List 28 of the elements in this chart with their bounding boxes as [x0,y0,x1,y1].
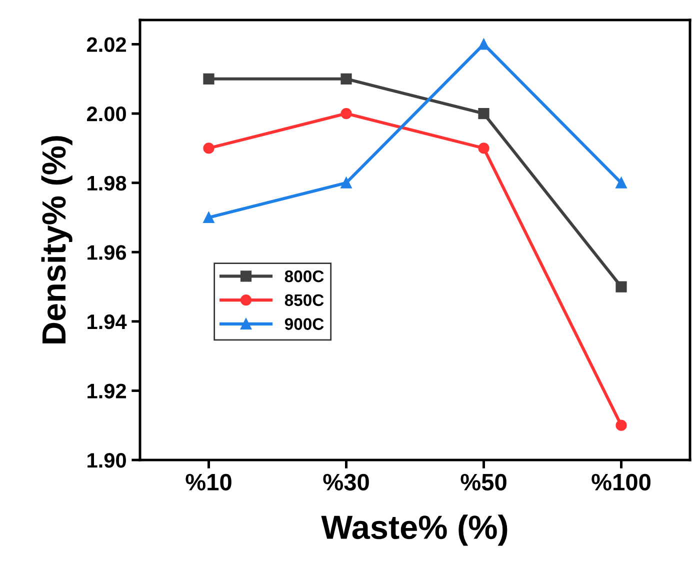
y-tick-label: 1.94 [88,314,127,330]
legend-label: 850C [284,294,324,306]
y-tick-label: 1.92 [88,384,126,398]
x-axis-title: Waste% (%) [321,514,508,546]
point [478,38,490,50]
point [340,177,352,188]
point [478,108,490,120]
point [340,73,352,84]
point [616,420,627,431]
x-tick-label: %30 [323,474,369,491]
point [203,73,214,84]
point [340,108,352,120]
point [203,142,214,154]
x-tick-label: %100 [592,474,650,491]
legend-label: 800C [284,270,324,282]
y-tick-label: 1.96 [88,245,126,260]
point [616,281,627,292]
y-axis-title: Density% (%) [41,136,72,344]
x-tick-label: %50 [460,474,506,491]
x-tick-label: %10 [186,474,232,491]
y-tick-label: 1.90 [88,453,126,468]
point [616,177,627,188]
y-tick-label: 1.98 [88,176,126,191]
y-tick-label: 2.02 [86,37,126,52]
point [203,212,214,224]
legend-label: 900C [284,318,324,330]
y-tick-label: 2.00 [86,106,126,122]
point [478,142,490,154]
